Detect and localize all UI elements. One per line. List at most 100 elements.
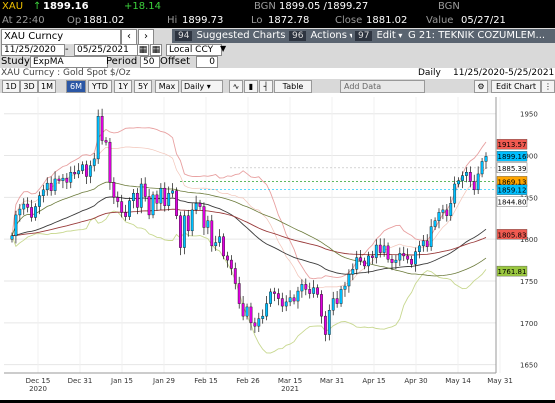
candle-body [182, 215, 186, 248]
candle-body [269, 291, 272, 304]
ema-100-line [11, 208, 487, 256]
candle-body [472, 181, 476, 191]
candle-body [26, 203, 30, 208]
candle-body [143, 183, 147, 197]
bar-chart-icon[interactable]: ┤ [259, 80, 273, 93]
price-source: BGN [254, 1, 276, 12]
candle-body [441, 209, 445, 213]
forward-icon[interactable]: › [138, 29, 154, 45]
range-separator: - [65, 44, 69, 55]
candle-body [363, 260, 366, 267]
candle-body [65, 177, 69, 183]
candle-body [128, 200, 131, 217]
candle-body [233, 268, 237, 284]
value-label: Value [426, 15, 454, 26]
table-button[interactable]: Table [274, 80, 312, 93]
candle-body [100, 116, 104, 141]
price-label-text: 1805.83 [498, 231, 527, 239]
period-input[interactable]: 50 [140, 56, 160, 68]
line-chart-icon[interactable]: ∿ [229, 80, 243, 93]
candle-body [429, 226, 433, 247]
candle-body [390, 259, 394, 263]
actions-button[interactable]: 96 Actions ▾ [286, 29, 354, 43]
price-label-box [496, 138, 528, 150]
candle-body [480, 161, 484, 175]
currency-select[interactable]: Local CCY [166, 44, 222, 56]
candle-body [273, 291, 276, 294]
last-time: At 22:40 [2, 15, 45, 26]
calendar-end-icon[interactable]: ▦ [150, 44, 162, 56]
period-1y-button[interactable]: 1Y [114, 80, 132, 93]
candle-body [104, 140, 108, 143]
candle-body [367, 255, 370, 267]
candle-body [159, 187, 163, 204]
candle-body [139, 183, 143, 208]
candle-body [22, 203, 26, 210]
edit-button[interactable]: 97 Edit ▾ [352, 29, 405, 43]
start-date-input[interactable]: 11/25/2020 [1, 44, 65, 56]
add-data-input[interactable]: Add Data [340, 80, 425, 93]
candle-body [257, 318, 261, 327]
currency-dropdown-icon[interactable]: ▼ [220, 44, 227, 53]
offset-input[interactable]: 0 [196, 56, 218, 68]
candle-body [335, 298, 339, 304]
x-year-label: 2020 [29, 385, 47, 393]
low-value: 1872.78 [268, 15, 310, 26]
candlestick-icon[interactable]: ▮ [244, 80, 258, 93]
candle-body [359, 257, 363, 262]
ohlc-bar: At 22:40 Op 1881.02 Hi 1899.73 Lo 1872.7… [0, 14, 555, 28]
candle-body [468, 172, 472, 182]
y-tick-label: 1700 [520, 320, 538, 328]
security-description: XAU Curncy : Gold Spot $/Oz [1, 68, 131, 78]
candle-body [433, 220, 437, 227]
security-input[interactable]: XAU Curncy [1, 29, 121, 45]
candle-body [351, 269, 355, 275]
candle-body [265, 303, 269, 317]
candle-body [284, 301, 288, 307]
candle-body [34, 206, 37, 218]
candle-body [198, 203, 202, 207]
candle-body [124, 212, 128, 217]
high-value: 1899.73 [182, 15, 224, 26]
period-6m-button[interactable]: 6M [66, 80, 86, 93]
candle-body [38, 195, 41, 207]
candle-body [229, 259, 233, 269]
price-label-text: 1761.81 [498, 268, 527, 276]
period-max-button[interactable]: Max [155, 80, 179, 93]
study-select[interactable]: ExpMA [30, 56, 108, 68]
y-tick-label: 1650 [520, 362, 538, 370]
price-label-text: 1844.80 [498, 199, 527, 207]
end-date-input[interactable]: 05/25/2021 [74, 44, 138, 56]
period-ytd-button[interactable]: YTD [88, 80, 112, 93]
candle-body [155, 194, 159, 204]
sma-60-line [11, 181, 487, 277]
candle-body [163, 187, 167, 206]
candle-body [316, 287, 319, 295]
bollinger-upper-line [11, 127, 487, 280]
price-chart[interactable]: 1650 1700 1750 1800 1850 1900 1950 Dec 15 Dec 31… [0, 93, 555, 400]
period-1d-button[interactable]: 1D [2, 80, 20, 93]
period-5y-button[interactable]: 5Y [134, 80, 152, 93]
calendar-icon[interactable]: ▦ [137, 44, 149, 56]
period-label: Period [106, 56, 138, 67]
up-arrow-icon: ↑ [33, 1, 42, 12]
edit-chart-button[interactable]: Edit Chart [491, 80, 541, 93]
settings-icon[interactable]: ⚙ [474, 80, 488, 93]
value-date: 05/27/21 [461, 15, 506, 26]
x-tick-label: Apr 15 [362, 377, 385, 385]
y-tick-label: 1900 [520, 153, 538, 161]
chart-subtitle: XAU Curncy : Gold Spot $/Oz Daily 11/25/… [0, 68, 555, 79]
more-options-icon[interactable]: ⋮ [541, 80, 555, 93]
study-label: Study [1, 56, 30, 67]
back-icon[interactable]: ‹ [121, 29, 137, 45]
suggested-charts-button[interactable]: 94 Suggested Charts [172, 29, 287, 43]
period-3d-button[interactable]: 3D [20, 80, 38, 93]
period-1m-button[interactable]: 1M [38, 80, 56, 93]
candle-body [88, 165, 92, 177]
candle-body [343, 285, 347, 290]
x-tick-label: May 31 [487, 377, 513, 385]
candle-body [449, 203, 453, 216]
frequency-select[interactable]: Daily ▾ [181, 80, 223, 93]
candle-body [347, 274, 351, 287]
bid-ask: 1899.05 /1899.27 [279, 1, 369, 12]
